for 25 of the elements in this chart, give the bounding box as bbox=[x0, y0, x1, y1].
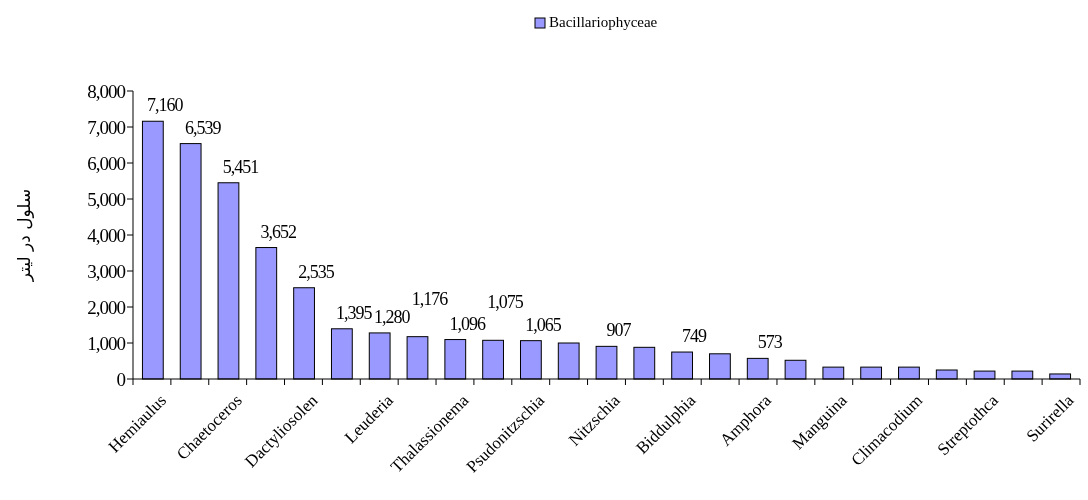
y-tick-label: 5,000 bbox=[87, 188, 126, 210]
data-label: 1,280 bbox=[373, 306, 411, 327]
y-tick-label: 0 bbox=[116, 368, 126, 390]
y-tick-label: 1,000 bbox=[87, 332, 126, 354]
data-label: 1,176 bbox=[411, 288, 449, 309]
y-tick-label: 6,000 bbox=[87, 152, 126, 174]
data-label: 2,535 bbox=[298, 261, 335, 282]
y-tick-label: 8,000 bbox=[87, 80, 126, 102]
data-label: 1,075 bbox=[487, 292, 524, 313]
data-label: 1,065 bbox=[525, 314, 562, 335]
data-label: 3,652 bbox=[260, 221, 297, 242]
y-tick-label: 3,000 bbox=[87, 260, 126, 282]
data-label: 6,539 bbox=[184, 117, 222, 138]
legend-label: Bacillariophyceae bbox=[549, 14, 658, 30]
y-axis-title: سلول در لیتر bbox=[14, 188, 34, 283]
data-label: 749 bbox=[682, 326, 708, 347]
y-tick-label: 4,000 bbox=[87, 224, 126, 246]
data-label: 7,160 bbox=[147, 95, 184, 116]
data-label: 5,451 bbox=[222, 156, 259, 177]
data-label: 1,096 bbox=[449, 313, 487, 334]
y-tick-label: 2,000 bbox=[87, 296, 126, 318]
data-label: 1,395 bbox=[336, 302, 373, 323]
y-tick-label: 7,000 bbox=[87, 116, 126, 138]
data-label: 573 bbox=[757, 332, 783, 353]
data-label: 907 bbox=[606, 320, 632, 341]
